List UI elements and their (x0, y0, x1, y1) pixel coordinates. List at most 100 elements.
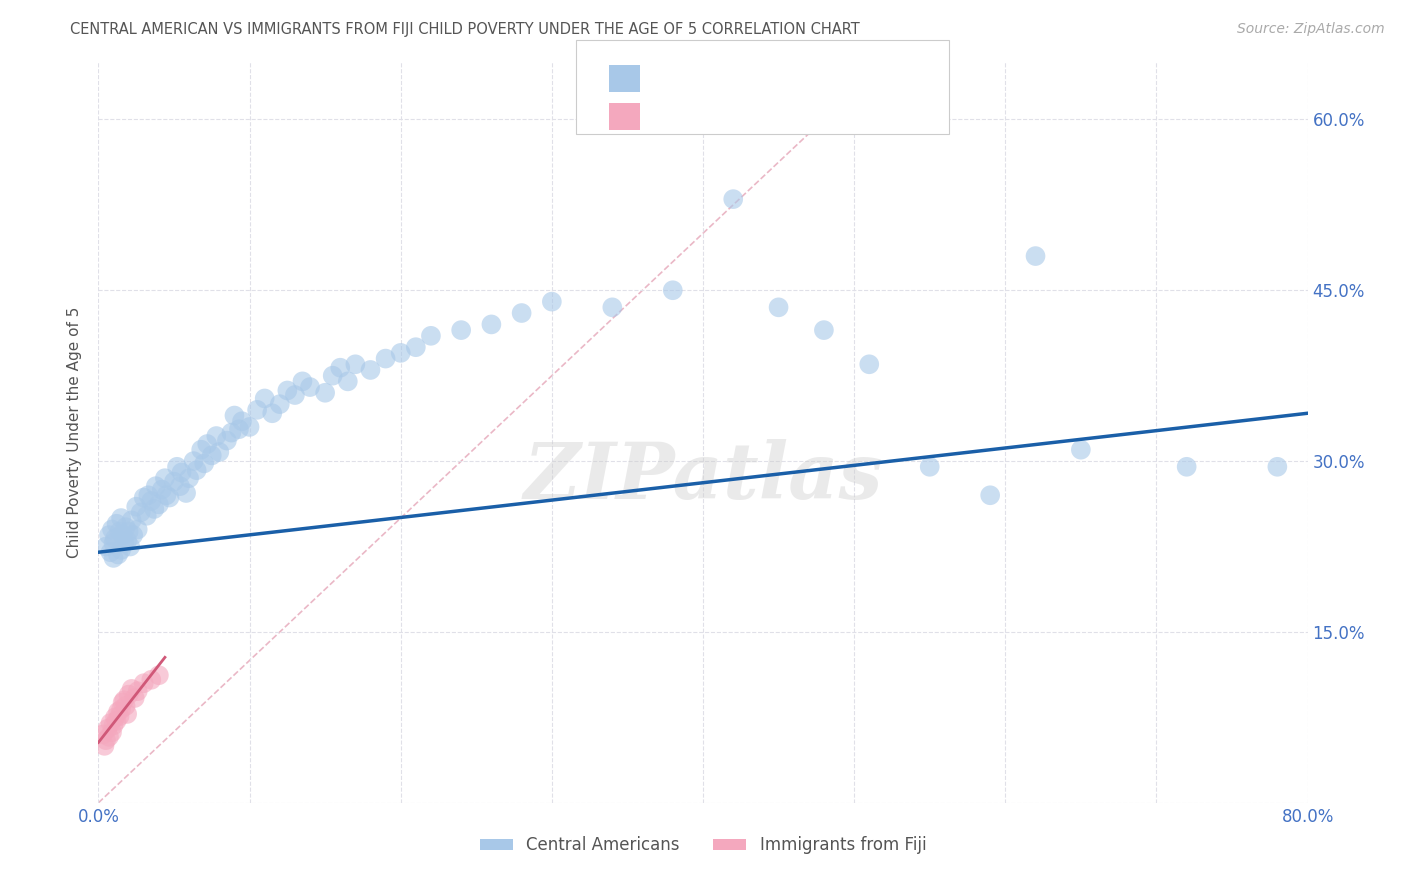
Legend: Central Americans, Immigrants from Fiji: Central Americans, Immigrants from Fiji (472, 830, 934, 861)
Point (510, 306, 533, 320)
Point (344, 357, 367, 371)
Point (136, 488, 159, 502)
Point (170, 466, 193, 480)
Point (103, 536, 125, 550)
Text: CENTRAL AMERICAN VS IMMIGRANTS FROM FIJI CHILD POVERTY UNDER THE AGE OF 5 CORREL: CENTRAL AMERICAN VS IMMIGRANTS FROM FIJI… (70, 22, 860, 37)
Point (284, 388, 307, 402)
Point (129, 505, 152, 519)
Point (231, 414, 253, 428)
Point (239, 420, 262, 434)
Point (132, 676, 155, 690)
Point (918, 459, 941, 474)
Point (481, 318, 503, 332)
Point (813, 323, 835, 337)
Point (405, 340, 427, 354)
Point (768, 301, 790, 315)
Point (195, 437, 218, 451)
Point (174, 486, 197, 500)
Point (858, 357, 880, 371)
Point (105, 516, 128, 531)
Point (336, 375, 359, 389)
Point (110, 543, 132, 558)
Point (208, 445, 231, 459)
Point (114, 520, 136, 534)
Point (169, 479, 191, 493)
Point (145, 479, 167, 493)
Point (1024, 249, 1046, 263)
Point (98, 730, 121, 744)
Point (1175, 459, 1198, 474)
Point (110, 511, 132, 525)
Point (253, 392, 276, 406)
Point (374, 351, 396, 366)
Point (661, 283, 683, 297)
Point (104, 532, 127, 546)
Point (143, 502, 166, 516)
Text: R = 0.288    N = 24: R = 0.288 N = 24 (654, 108, 830, 126)
Point (193, 456, 215, 470)
Point (115, 706, 138, 721)
Point (93, 739, 115, 753)
Point (540, 294, 562, 309)
Point (104, 710, 127, 724)
Point (111, 528, 134, 542)
Point (114, 698, 136, 713)
Point (98, 528, 121, 542)
Point (103, 550, 125, 565)
Point (125, 500, 148, 514)
Point (91, 727, 114, 741)
Point (110, 702, 132, 716)
Point (153, 471, 176, 485)
Point (221, 425, 243, 440)
Point (322, 368, 344, 383)
Point (101, 725, 124, 739)
Point (179, 471, 201, 485)
Point (132, 491, 155, 505)
Point (100, 716, 122, 731)
Point (141, 494, 163, 508)
Point (420, 328, 443, 343)
Point (1070, 442, 1092, 457)
Point (100, 545, 122, 559)
Point (314, 385, 336, 400)
Point (96, 722, 118, 736)
Point (121, 513, 143, 527)
Point (107, 705, 129, 719)
Point (111, 696, 134, 710)
Point (166, 459, 188, 474)
Point (150, 483, 173, 497)
Point (224, 409, 246, 423)
Point (723, 192, 745, 206)
Point (94, 733, 117, 747)
Point (127, 523, 149, 537)
Point (120, 540, 142, 554)
Point (118, 688, 141, 702)
Point (276, 384, 298, 398)
Point (112, 693, 135, 707)
Point (190, 442, 212, 457)
Point (118, 524, 141, 539)
Point (155, 488, 177, 502)
Point (103, 718, 125, 732)
Point (124, 691, 146, 706)
Y-axis label: Child Poverty Under the Age of 5: Child Poverty Under the Age of 5 (67, 307, 83, 558)
Point (450, 323, 472, 337)
Point (262, 406, 284, 420)
Point (269, 397, 291, 411)
Point (107, 548, 129, 562)
Point (122, 528, 145, 542)
Point (135, 508, 157, 523)
Point (127, 684, 149, 698)
Point (360, 363, 382, 377)
Point (246, 402, 269, 417)
Point (159, 491, 181, 505)
Point (389, 346, 412, 360)
Point (205, 429, 228, 443)
Point (186, 463, 208, 477)
Point (141, 673, 163, 687)
Point (163, 475, 186, 489)
Point (101, 523, 124, 537)
Point (108, 524, 131, 539)
Text: Source: ZipAtlas.com: Source: ZipAtlas.com (1237, 22, 1385, 37)
Point (148, 668, 170, 682)
